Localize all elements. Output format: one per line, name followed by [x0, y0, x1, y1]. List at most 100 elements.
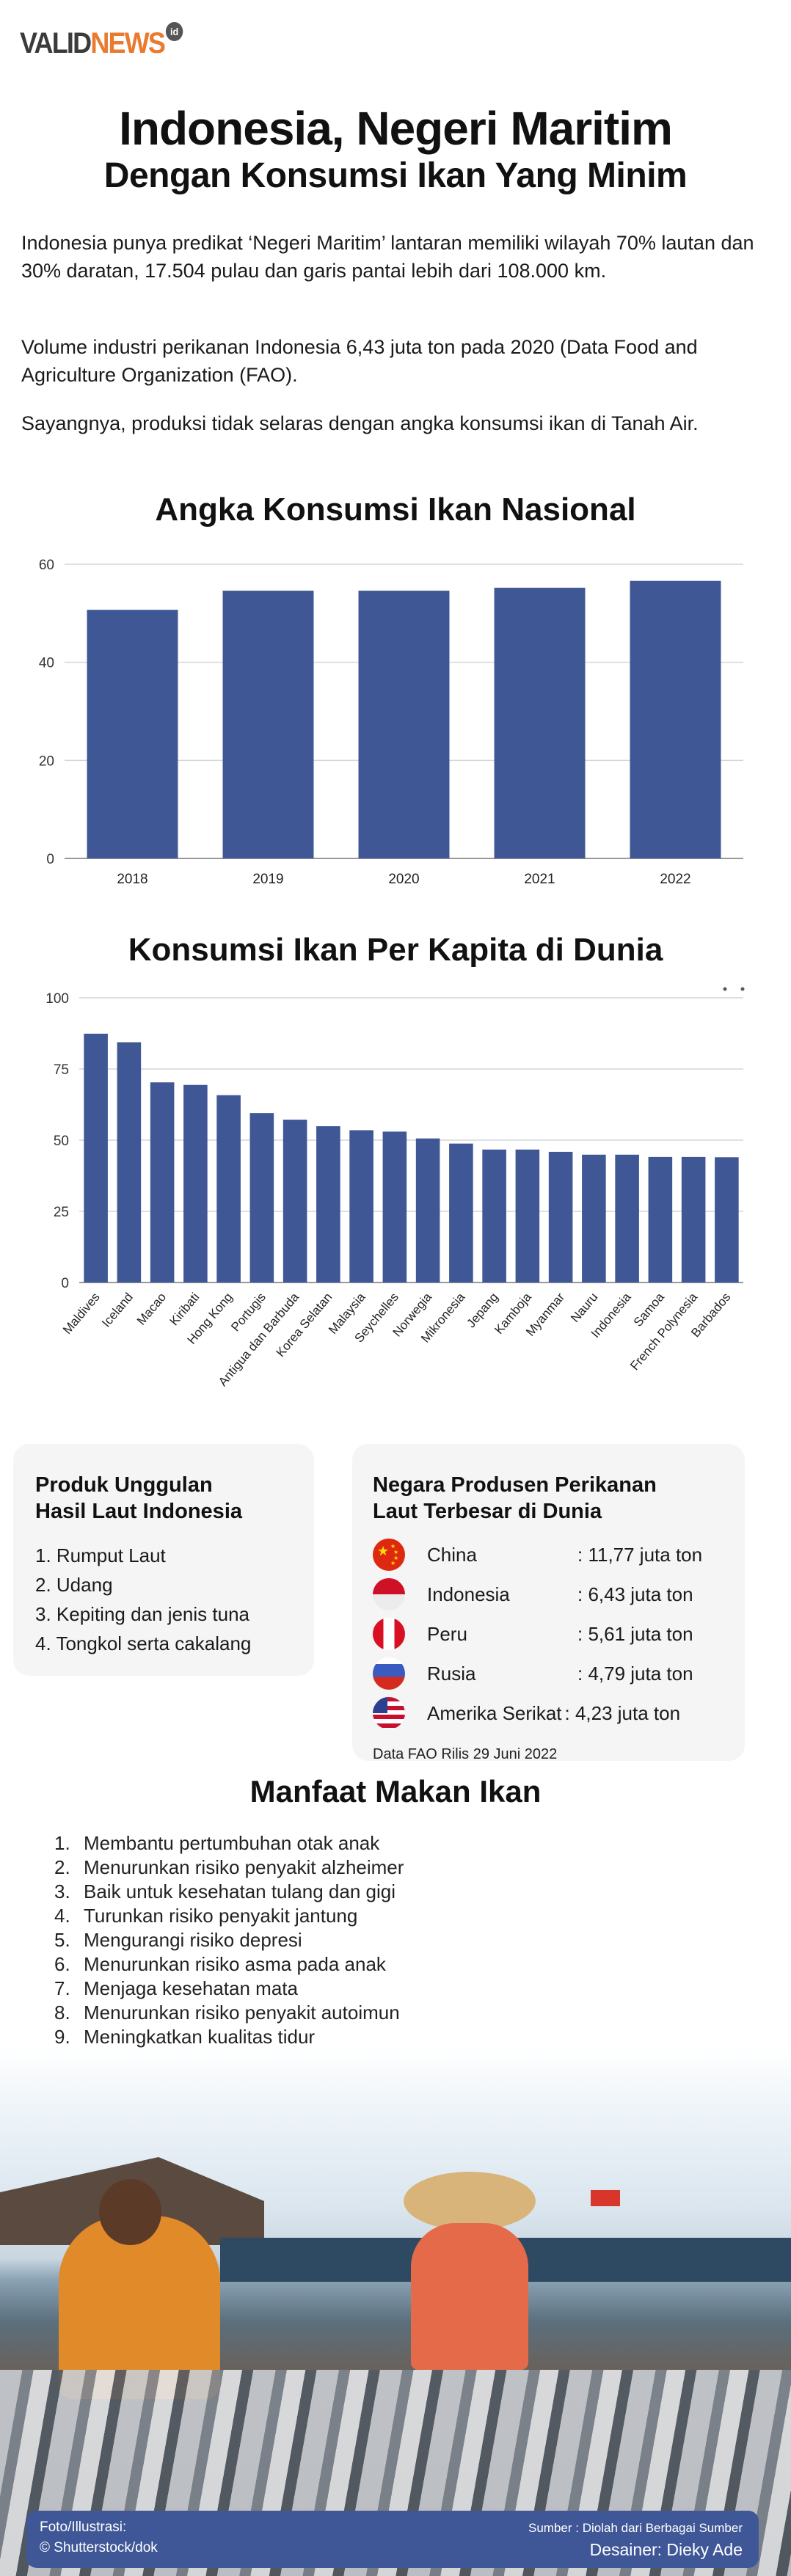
chart-world-per-capita: 0255075100MaldivesIcelandMacaoKiribatiHo…	[45, 987, 745, 1389]
benefit-item: 4. Turunkan risiko penyakit jantung	[54, 1905, 358, 1927]
bar-2020	[358, 591, 450, 858]
benefit-item: 8. Menurunkan risiko penyakit autoimun	[54, 2002, 400, 2024]
producers-card: Negara Produsen Perikanan Laut Terbesar …	[352, 1444, 745, 1762]
bar-macao	[150, 1082, 175, 1282]
bar-kiribati	[183, 1084, 208, 1282]
producer-country: China	[427, 1543, 477, 1566]
y-tick-label: 0	[61, 1276, 69, 1291]
footer-source: Sumber : Diolah dari Berbagai Sumber	[528, 2521, 743, 2535]
benefit-item: 7. Menjaga kesehatan mata	[54, 1977, 298, 1999]
china-flag-icon: ★ ★ ★ ★ ★	[373, 1539, 405, 1571]
footer-bar: Foto/Illustrasi: © Shutterstock/dok Sumb…	[26, 2511, 759, 2568]
bar-samoa	[648, 1156, 673, 1282]
validnews-logo[interactable]: VALID NEWS id	[20, 22, 183, 62]
benefit-item: 2. Menurunkan risiko penyakit alzheimer	[54, 1856, 404, 1878]
x-tick-label: Maldives	[60, 1290, 103, 1337]
product-item: 3. Kepiting dan jenis tuna	[35, 1603, 249, 1625]
y-tick-label: 75	[54, 1062, 69, 1078]
benefit-item: 6. Menurunkan risiko asma pada anak	[54, 1953, 386, 1975]
x-tick-label: Nauru	[568, 1290, 600, 1325]
photo-person-left	[59, 2216, 220, 2399]
intro-paragraph-3: Sayangnya, produksi tidak selaras dengan…	[21, 412, 699, 434]
bar-kamboja	[515, 1149, 540, 1282]
bar-maldives	[84, 1033, 108, 1282]
y-tick-label: 25	[54, 1205, 69, 1220]
chart-national-title: Angka Konsumsi Ikan Nasional	[155, 492, 636, 528]
producer-row: Amerika Serikat : 4,23 juta ton	[373, 1693, 740, 1733]
bar-2021	[494, 588, 586, 858]
producer-value: : 5,61 juta ton	[577, 1622, 693, 1645]
bar-2019	[222, 591, 314, 858]
menu-dot-icon	[740, 987, 745, 991]
producer-value: : 6,43 juta ton	[577, 1583, 693, 1605]
bar-barbados	[715, 1157, 739, 1282]
bar-french-polynesia	[681, 1156, 706, 1282]
bar-hong-kong	[216, 1095, 241, 1282]
bar-nauru	[582, 1154, 606, 1282]
bar-jepang	[482, 1149, 506, 1282]
benefit-item: 3. Baik untuk kesehatan tulang dan gigi	[54, 1880, 396, 1902]
producers-title-line1: Negara Produsen Perikanan	[373, 1473, 657, 1497]
bar-mikronesia	[449, 1143, 473, 1282]
intro-paragraph-1: Indonesia punya predikat ‘Negeri Maritim…	[21, 232, 754, 282]
products-title-line2: Hasil Laut Indonesia	[35, 1500, 242, 1523]
products-title-line1: Produk Unggulan	[35, 1473, 213, 1497]
chart-national-consumption: 0 20 40 60 2018 2019 2020 2021 2022	[39, 558, 743, 887]
producer-country: Indonesia	[427, 1583, 510, 1605]
y-tick-label: 0	[46, 852, 54, 867]
x-tick-label: 2019	[252, 872, 283, 887]
bar-iceland	[117, 1042, 142, 1282]
y-tick-label: 50	[54, 1134, 69, 1149]
indonesia-flag-icon	[373, 1578, 405, 1610]
logo-badge-id: id	[165, 22, 183, 41]
bar-antigua-dan-barbuda	[282, 1120, 307, 1282]
producer-row: Rusia : 4,79 juta ton	[373, 1654, 740, 1693]
x-tick-label: Iceland	[99, 1290, 136, 1329]
benefit-item: 1. Membantu pertumbuhan otak anak	[54, 1832, 380, 1854]
x-tick-label: 2022	[660, 872, 690, 887]
page-subtitle: Dengan Konsumsi Ikan Yang Minim	[103, 156, 688, 195]
producer-value: : 11,77 juta ton	[577, 1543, 703, 1566]
producer-value: : 4,23 juta ton	[564, 1701, 681, 1724]
x-tick-label: 2020	[388, 872, 419, 887]
footer-photo-label: Foto/Illustrasi:	[40, 2520, 127, 2535]
products-card: Produk Unggulan Hasil Laut Indonesia 1. …	[13, 1444, 314, 1676]
y-tick-label: 60	[39, 558, 54, 573]
photo-person-left-head	[99, 2179, 161, 2245]
x-tick-label: Macao	[134, 1290, 169, 1327]
producer-country: Amerika Serikat	[427, 1701, 562, 1724]
producer-row: Indonesia : 6,43 juta ton	[373, 1575, 740, 1614]
peru-flag-icon	[373, 1618, 405, 1650]
bar-malaysia	[349, 1130, 373, 1282]
producer-country: Peru	[427, 1622, 467, 1645]
bar-korea-selatan	[316, 1125, 340, 1282]
bar-indonesia	[615, 1154, 639, 1282]
bar-norwegia	[415, 1138, 440, 1282]
intro-paragraph-2: Volume industri perikanan Indonesia 6,43…	[21, 336, 698, 386]
y-tick-label: 20	[39, 754, 54, 769]
producer-country: Rusia	[427, 1662, 476, 1685]
producers-title-line2: Laut Terbesar di Dunia	[373, 1500, 602, 1523]
product-item: 2. Udang	[35, 1574, 113, 1596]
bar-seychelles	[382, 1131, 407, 1282]
footer-designer: Desainer: Dieky Ade	[589, 2540, 743, 2559]
x-tick-label: 2018	[117, 872, 147, 887]
producers-note: Data FAO Rilis 29 Juni 2022	[373, 1746, 558, 1762]
logo-text-news: NEWS	[90, 27, 166, 59]
russia-flag-icon	[373, 1657, 405, 1690]
usa-flag-icon	[373, 1697, 405, 1729]
bar-myanmar	[548, 1151, 573, 1282]
footer-photo-credit: © Shutterstock/dok	[40, 2540, 158, 2555]
y-tick-label: 100	[45, 991, 69, 1007]
product-item: 1. Rumput Laut	[35, 1544, 166, 1566]
chart-world-title: Konsumsi Ikan Per Kapita di Dunia	[128, 932, 663, 968]
bar-2022	[630, 580, 721, 858]
product-item: 4. Tongkol serta cakalang	[35, 1632, 252, 1654]
photo-flag-shape	[591, 2190, 620, 2206]
photo-person-right	[411, 2223, 528, 2370]
y-tick-label: 40	[39, 656, 54, 671]
logo-text-valid: VALID	[20, 27, 92, 59]
page-title: Indonesia, Negeri Maritim	[119, 102, 673, 155]
benefit-item: 5. Mengurangi risiko depresi	[54, 1929, 302, 1951]
benefits-title: Manfaat Makan Ikan	[249, 1774, 542, 1809]
